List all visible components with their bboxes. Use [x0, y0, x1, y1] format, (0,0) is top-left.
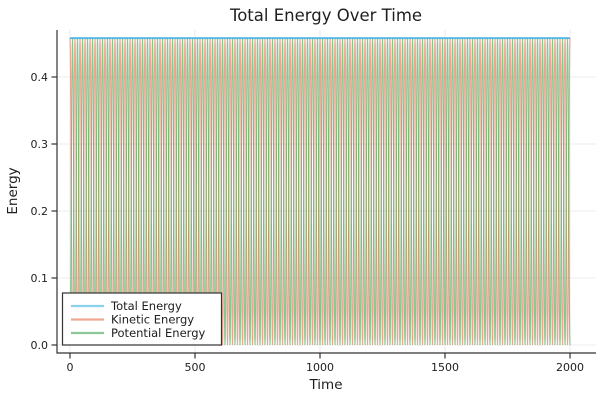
legend-entry-label: Total Energy	[110, 299, 182, 313]
x-tick-label: 2000	[556, 361, 584, 374]
legend-entry-label: Kinetic Energy	[111, 313, 194, 327]
y-tick-label: 0.1	[31, 272, 49, 285]
y-axis-label: Energy	[5, 167, 21, 214]
x-tick-label: 0	[67, 361, 74, 374]
chart-title: Total Energy Over Time	[229, 6, 422, 25]
legend-entry-label: Potential Energy	[111, 326, 205, 340]
x-tick-label: 500	[185, 361, 206, 374]
axis-spines	[56, 30, 596, 354]
y-tick-label: 0.3	[31, 138, 49, 151]
series-line-potential-energy	[69, 38, 571, 346]
y-tick-label: 0.0	[31, 339, 49, 352]
x-tick-label: 1000	[306, 361, 334, 374]
axis-layer: 0 500 1000 1500 2000 0.0 0.1 0.2 0.3 0.4	[31, 30, 596, 374]
y-tick-label: 0.2	[31, 205, 49, 218]
x-axis-label: Time	[308, 377, 342, 393]
series-layer	[69, 37, 571, 346]
y-tick-label: 0.4	[31, 71, 49, 84]
x-tick-label: 1500	[431, 361, 459, 374]
